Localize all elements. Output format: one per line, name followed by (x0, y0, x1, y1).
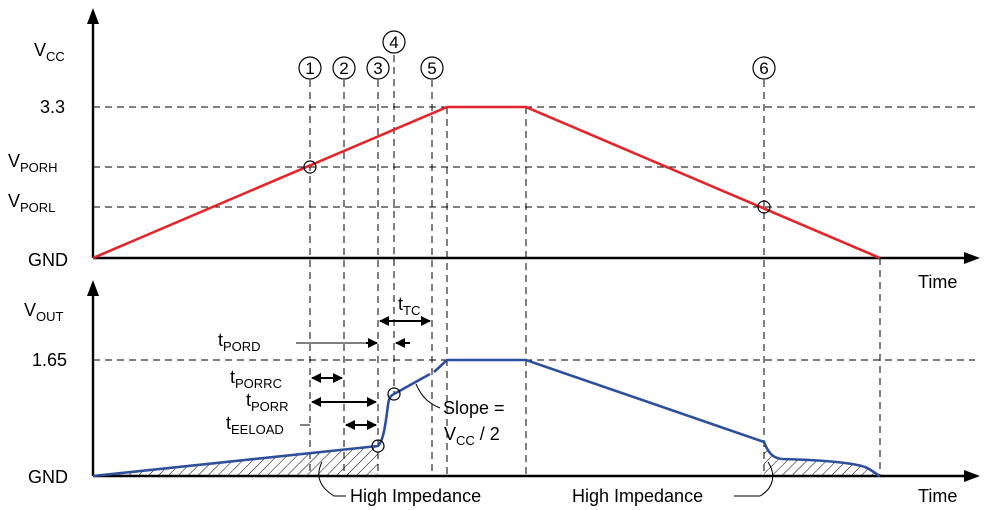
t-pord-label: tPORD (218, 330, 261, 354)
slope-leader (415, 383, 441, 409)
bottom-y-axis-arrow (87, 280, 99, 296)
y-tick-gnd-bottom: GND (28, 467, 68, 487)
marker-callout-1: 1 (298, 56, 322, 80)
top-y-axis-label: VCC (34, 40, 65, 64)
y-tick-vporl: VPORL (8, 191, 55, 215)
vout-step-end-circle (387, 387, 401, 401)
top-x-axis-label: Time (918, 272, 957, 292)
t-tc-label: tTC (398, 294, 420, 318)
t-eeload-label: tEELOAD (226, 413, 284, 437)
vout-trace-step (376, 392, 395, 447)
high-impedance-leader-right (734, 461, 774, 497)
marker-number-6: 6 (759, 59, 768, 78)
high-impedance-region-right (764, 442, 880, 476)
marker-callout-4: 4 (382, 30, 406, 54)
t-porrc-label: tPORRC (230, 367, 282, 391)
vout-trace-slope (393, 372, 431, 396)
marker-number-5: 5 (427, 59, 436, 78)
bottom-x-axis-arrow (964, 470, 980, 482)
bottom-x-axis-label: Time (918, 486, 957, 506)
marker-number-3: 3 (373, 59, 382, 78)
y-tick-1v65: 1.65 (32, 350, 67, 370)
marker-callout-6: 6 (752, 56, 776, 80)
bottom-y-axis-label: VOUT (24, 300, 64, 324)
y-tick-gnd-top: GND (28, 250, 68, 270)
crossing-vporh-circle (303, 160, 317, 174)
vout-step-start-circle (371, 439, 385, 453)
marker-number-4: 4 (389, 33, 398, 52)
t-porr-label: tPORR (246, 390, 289, 414)
high-impedance-leader-left (318, 461, 346, 497)
slope-label-line1: Slope = (443, 398, 505, 418)
high-impedance-label-left: High Impedance (350, 486, 481, 506)
high-impedance-label-right: High Impedance (572, 486, 703, 506)
slope-label-line2: VCC / 2 (444, 424, 500, 448)
vout-trace-plateau (433, 358, 881, 478)
vout-trace-high-z-ramp (92, 444, 379, 478)
marker-number-1: 1 (305, 59, 314, 78)
marker-callout-2: 2 (332, 56, 356, 80)
y-tick-3v3: 3.3 (40, 97, 65, 117)
marker-callout-3: 3 (366, 56, 390, 80)
marker-number-2: 2 (339, 59, 348, 78)
top-x-axis-arrow (964, 252, 980, 264)
top-y-axis-arrow (87, 8, 99, 24)
marker-callout-5: 5 (420, 56, 444, 80)
crossing-vporl-circle (757, 200, 771, 214)
y-tick-vporh: VPORH (8, 151, 58, 175)
vcc-trace (92, 105, 881, 260)
